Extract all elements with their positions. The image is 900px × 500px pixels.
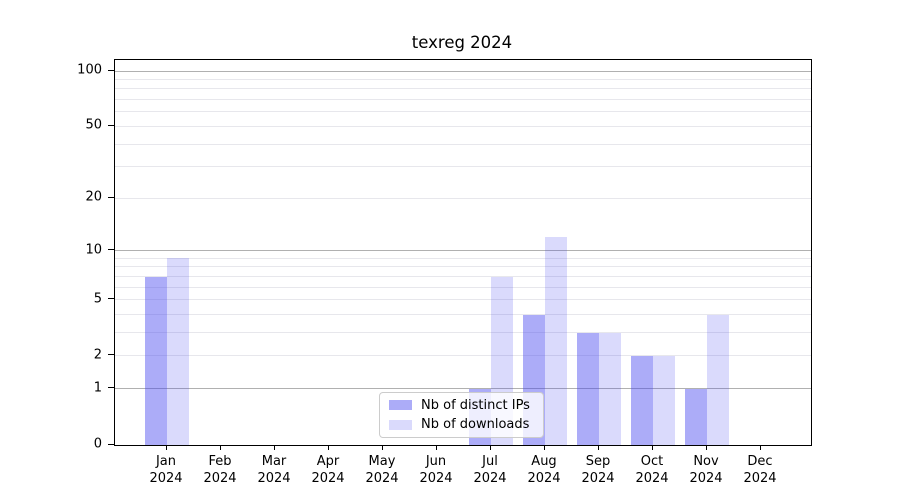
y-tick-mark	[108, 387, 114, 389]
gridline-minor	[115, 286, 811, 288]
x-tick-label: Sep 2024	[581, 454, 615, 486]
x-tick-label: Jan 2024	[149, 454, 183, 486]
y-tick-label: 50	[85, 117, 102, 133]
gridline-minor	[115, 276, 811, 277]
y-tick-mark	[108, 354, 114, 356]
bar-downloads	[653, 356, 675, 445]
grid-layer	[115, 60, 811, 445]
bar-distinct-ips	[631, 356, 653, 445]
chart-title: texreg 2024	[411, 33, 513, 52]
x-tick-mark	[273, 445, 275, 450]
bar-layer	[115, 60, 811, 445]
x-tick-label: Mar 2024	[257, 454, 291, 486]
x-tick-label: Feb 2024	[203, 454, 237, 486]
bar-downloads	[707, 314, 729, 445]
x-axis: Jan 2024 Feb 2024 Mar 2024 Apr 2024 May 2024…	[114, 445, 810, 497]
y-tick-label: 2	[93, 347, 102, 363]
y-axis: 0 1 2 5 10 20 50 100	[0, 59, 114, 452]
x-tick-mark	[327, 445, 329, 450]
legend-label-downloads: Nb of downloads	[421, 417, 530, 433]
bar-downloads	[167, 258, 189, 445]
gridline-minor	[115, 78, 811, 80]
y-tick-label: 10	[85, 242, 102, 258]
gridline-minor	[115, 111, 811, 113]
y-tick-label: 5	[93, 291, 102, 307]
y-tick-mark	[108, 443, 114, 445]
bar-distinct-ips	[685, 388, 707, 445]
x-tick-mark	[219, 445, 221, 450]
gridline-minor	[115, 257, 811, 259]
x-tick-label: Nov 2024	[689, 454, 723, 486]
x-tick-mark	[597, 445, 599, 450]
x-tick-mark	[489, 445, 491, 450]
x-tick-label: Aug 2024	[527, 454, 561, 486]
y-tick-label: 1	[93, 380, 102, 396]
bar-distinct-ips	[577, 332, 599, 445]
legend-swatch-distinct-ips	[389, 400, 412, 411]
x-tick-label: Dec 2024	[743, 454, 777, 486]
x-tick-mark	[381, 445, 383, 450]
gridline-major	[115, 388, 811, 390]
gridline-minor	[115, 99, 811, 101]
gridline-minor	[115, 332, 811, 334]
x-tick-label: May 2024	[365, 454, 399, 486]
plot-area: Nb of distinct IPs Nb of downloads	[114, 59, 812, 446]
y-tick-mark	[108, 298, 114, 300]
legend-label-distinct-ips: Nb of distinct IPs	[421, 397, 530, 413]
x-tick-label: Oct 2024	[635, 454, 669, 486]
x-tick-mark	[543, 445, 545, 450]
gridline-minor	[115, 314, 811, 316]
y-tick-label: 0	[93, 436, 102, 452]
gridline-major	[115, 250, 811, 252]
x-tick-label: Apr 2024	[311, 454, 345, 486]
legend-item-downloads: Nb of downloads	[389, 417, 534, 434]
y-tick-mark	[108, 124, 114, 126]
bar-distinct-ips	[145, 276, 167, 445]
y-tick-mark	[108, 69, 114, 71]
gridline-minor	[115, 125, 811, 127]
x-tick-mark	[651, 445, 653, 450]
bar-downloads	[545, 237, 567, 445]
legend-swatch-downloads	[389, 419, 412, 430]
gridline-minor	[115, 355, 811, 357]
gridline-minor	[115, 166, 811, 168]
x-tick-mark	[705, 445, 707, 450]
x-tick-mark	[759, 445, 761, 450]
gridline-minor	[115, 197, 811, 199]
bar-downloads	[599, 332, 621, 445]
legend: Nb of distinct IPs Nb of downloads	[379, 392, 544, 438]
gridline-minor	[115, 143, 811, 145]
gridline-minor	[115, 299, 811, 301]
y-tick-mark	[108, 249, 114, 251]
gridline-minor	[115, 266, 811, 268]
x-tick-mark	[165, 445, 167, 450]
y-tick-label: 20	[85, 189, 102, 205]
gridline-major	[115, 70, 811, 72]
legend-item-distinct-ips: Nb of distinct IPs	[389, 397, 534, 414]
y-tick-mark	[108, 196, 114, 198]
x-tick-mark	[435, 445, 437, 450]
x-tick-label: Jul 2024	[473, 454, 507, 486]
y-tick-label: 100	[77, 62, 102, 78]
gridline-minor	[115, 88, 811, 90]
x-tick-label: Jun 2024	[419, 454, 453, 486]
